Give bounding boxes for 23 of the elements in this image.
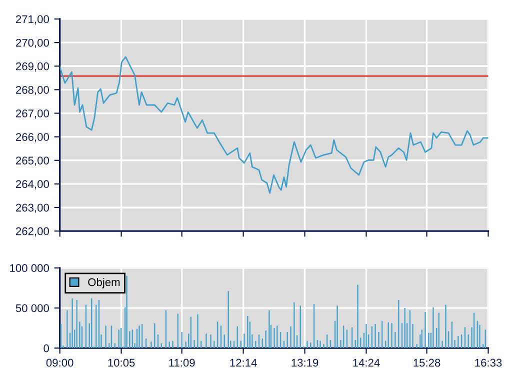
y-tick-label: 100 000 [10, 264, 49, 272]
y-tick-label: 263,00 [16, 204, 49, 213]
y-tick-label: 269,00 [16, 62, 49, 72]
y-tick-label: 264,00 [16, 180, 49, 190]
x-tick-label: 09:00 [46, 358, 74, 367]
y-tick-label: 0 [44, 344, 49, 352]
y-tick-label: 268,00 [16, 86, 49, 96]
line-series [60, 56, 488, 194]
y-tick-label: 271,00 [16, 15, 49, 24]
y-tick-label: 265,00 [16, 156, 49, 166]
y-tick-label: 270,00 [16, 38, 49, 48]
x-tick-label: 14:24 [353, 358, 380, 367]
x-tick-label: 15:28 [414, 358, 440, 367]
x-tick-label: 10:05 [108, 358, 135, 367]
x-tick-label: 12:14 [230, 358, 257, 367]
legend-label: Objem [88, 278, 120, 288]
x-tick-label: 16:33 [475, 358, 502, 367]
x-tick-label: 13:19 [292, 358, 318, 367]
y-tick-label: 266,00 [16, 133, 49, 142]
y-tick-label: 267,00 [16, 110, 49, 119]
y-tick-label: 262,00 [16, 227, 49, 236]
x-tick-label: 11:09 [169, 358, 195, 367]
y-tick-label: 50 000 [16, 304, 49, 312]
